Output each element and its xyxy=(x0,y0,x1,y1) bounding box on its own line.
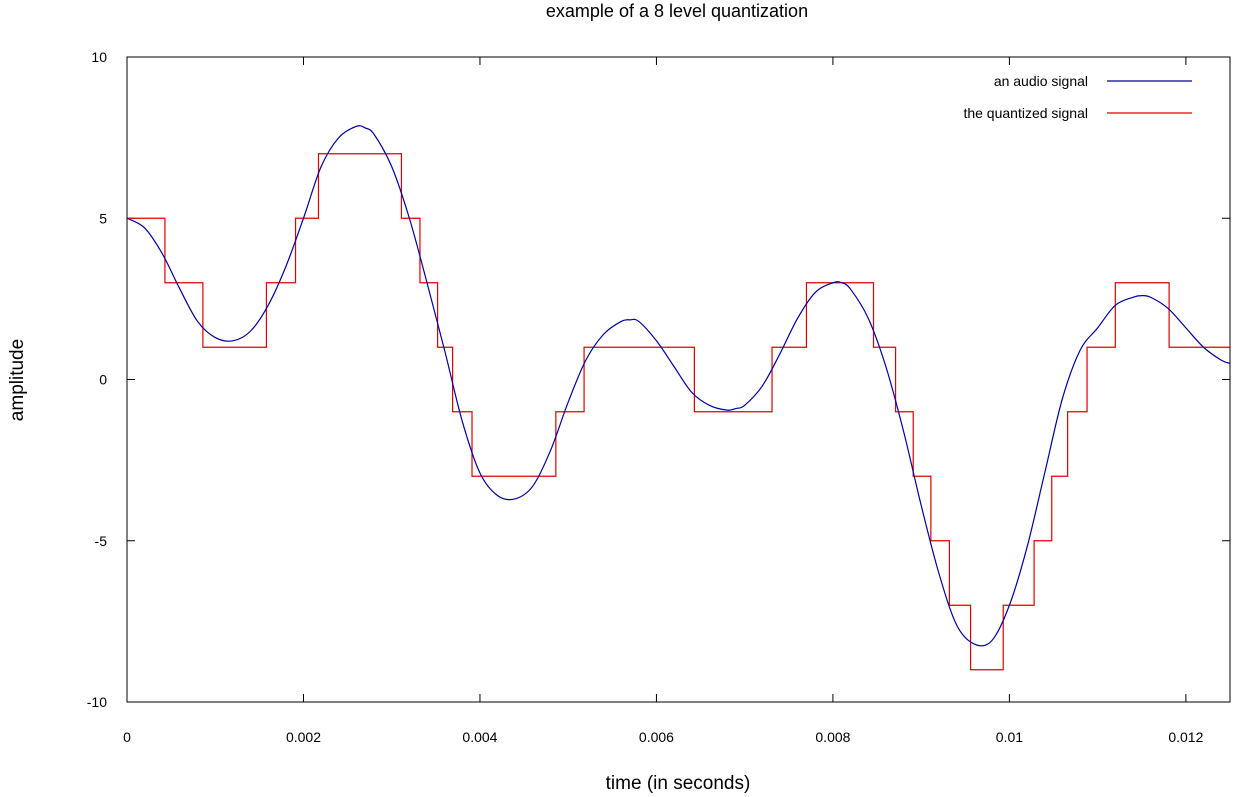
y-tick-label: 0 xyxy=(99,372,107,388)
y-tick-label: -10 xyxy=(87,694,107,710)
legend-label: an audio signal xyxy=(994,73,1088,89)
y-axis-label: amplitude xyxy=(7,339,28,421)
audio-signal-line xyxy=(126,125,1231,647)
legend: an audio signal the quantized signal xyxy=(963,73,1192,121)
chart-title: example of a 8 level quantization xyxy=(546,1,808,21)
series-layer xyxy=(126,125,1231,671)
y-axis: -10 -5 0 5 10 xyxy=(87,49,1230,710)
x-axis: 0 0.002 0.004 0.006 0.008 0.01 0.012 xyxy=(123,57,1204,745)
x-tick-label: 0.004 xyxy=(462,729,497,745)
x-tick-label: 0.002 xyxy=(286,729,321,745)
y-tick-label: 5 xyxy=(99,210,107,226)
x-tick-label: 0 xyxy=(123,729,131,745)
x-tick-label: 0.008 xyxy=(815,729,850,745)
x-axis-label: time (in seconds) xyxy=(606,773,751,794)
plot-frame xyxy=(126,56,1231,703)
x-tick-label: 0.012 xyxy=(1168,729,1203,745)
x-tick-label: 0.01 xyxy=(996,729,1023,745)
legend-label: the quantized signal xyxy=(963,105,1088,121)
x-tick-label: 0.006 xyxy=(639,729,674,745)
y-tick-label: 10 xyxy=(91,49,107,65)
y-tick-label: -5 xyxy=(95,533,108,549)
quantized-signal-line xyxy=(127,153,1230,671)
